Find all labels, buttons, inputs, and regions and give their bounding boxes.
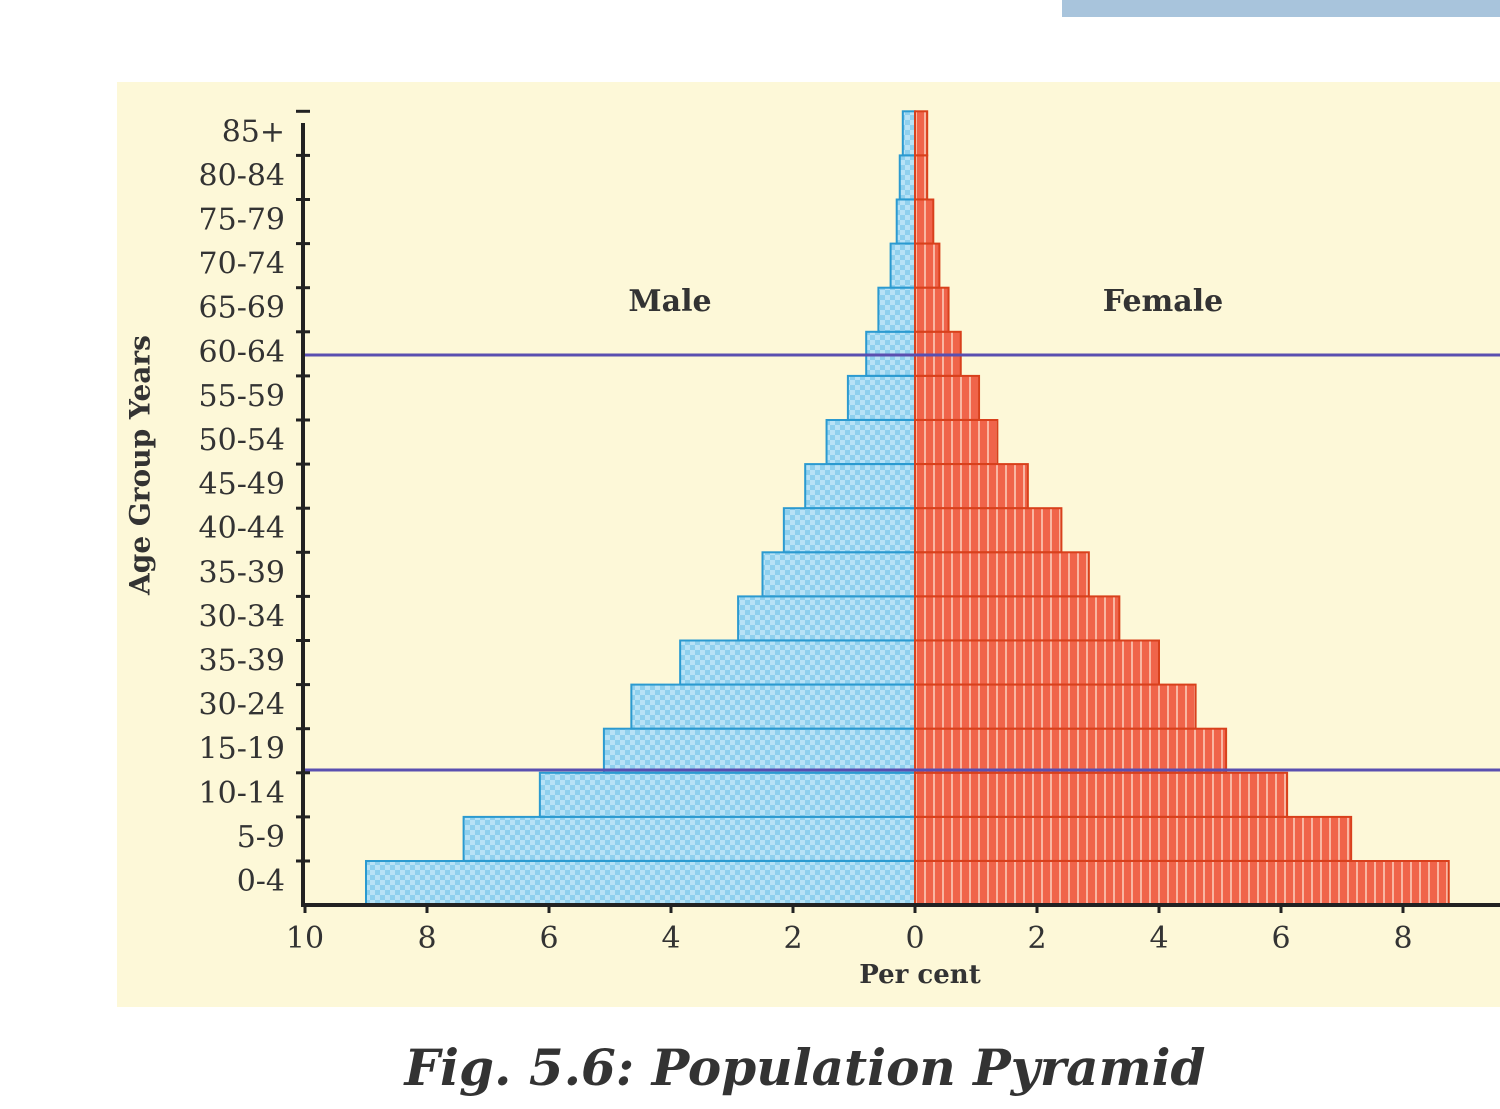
y-tick-label: 10-14: [199, 776, 285, 811]
bar: [782, 507, 916, 554]
x-tick-label: 2: [783, 921, 802, 956]
x-tick-label: 4: [1149, 921, 1168, 956]
bar: [914, 683, 1197, 730]
bar: [914, 198, 935, 245]
y-tick-label: 35-39: [199, 555, 285, 590]
y-tick-label: 40-44: [199, 511, 285, 546]
bar: [737, 595, 916, 642]
bar: [630, 683, 916, 730]
bar: [914, 110, 929, 157]
bar: [914, 242, 941, 289]
bar: [914, 727, 1228, 774]
x-tick-label: 6: [539, 921, 558, 956]
bar: [914, 507, 1063, 554]
y-tick-label: 30-34: [199, 599, 285, 634]
bar: [914, 154, 929, 201]
header-strip: [1062, 0, 1500, 17]
y-tick-label: 80-84: [199, 158, 285, 193]
bar: [846, 374, 917, 421]
bar: [877, 286, 917, 333]
y-tick-label: 0-4: [237, 864, 285, 899]
bar: [914, 595, 1121, 642]
plot: Male Female 0-4 5-9 10-14 15-19 30-24 35-39 30-3…: [199, 109, 1500, 956]
bar: [898, 154, 916, 201]
legend-label: Male: [628, 284, 711, 319]
caption: Fig. 5.6: Population Pyramid: [403, 1038, 1206, 1097]
bar: [804, 463, 917, 510]
x-tick-label: 8: [1393, 921, 1412, 956]
bar: [914, 419, 999, 465]
y-tick-label: 85+: [222, 114, 285, 149]
x-tick-label: 10: [286, 921, 324, 956]
y-tick-label: 60-64: [199, 335, 285, 370]
bar: [914, 639, 1160, 686]
x-tick-label: 4: [661, 921, 680, 956]
bar: [914, 463, 1029, 510]
bar: [761, 551, 916, 598]
bar: [914, 815, 1353, 862]
y-tick-label: 35-39: [199, 644, 285, 679]
bar: [914, 860, 1450, 906]
bar: [901, 110, 916, 157]
x-tick-label: 0: [905, 921, 924, 956]
bar: [895, 198, 917, 245]
y-tick-label: 70-74: [199, 247, 285, 282]
legend-label: Female: [1103, 284, 1223, 319]
x-tick-label: 8: [417, 921, 436, 956]
y-axis-label: Age Group Years: [124, 335, 157, 596]
y-tick-label: 15-19: [199, 732, 285, 767]
y-tick-label: 55-59: [199, 379, 285, 414]
bar: [679, 639, 917, 686]
bar: [365, 860, 916, 906]
y-tick-label: 30-24: [199, 688, 285, 723]
bar: [538, 771, 916, 818]
bar: [914, 551, 1090, 598]
bar: [914, 374, 981, 421]
bar: [914, 286, 950, 333]
y-tick-label: 45-49: [199, 467, 285, 502]
y-tick-label: 50-54: [199, 423, 285, 458]
bar: [914, 771, 1289, 818]
y-tick-label: 65-69: [199, 291, 285, 326]
bar: [889, 242, 916, 289]
y-tick-label: 5-9: [237, 820, 285, 855]
bar: [825, 419, 916, 465]
bar: [602, 727, 917, 774]
y-tick-label: 75-79: [199, 203, 285, 238]
x-axis-label: Per cent: [859, 960, 980, 990]
x-tick-label: 6: [1271, 921, 1290, 956]
x-tick-label: 2: [1027, 921, 1046, 956]
bar: [462, 815, 916, 862]
